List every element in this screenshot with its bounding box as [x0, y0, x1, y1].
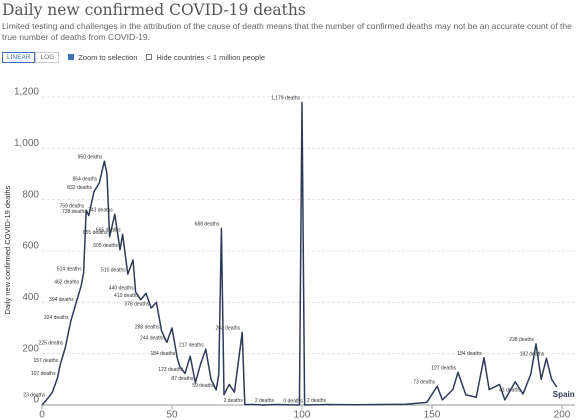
- data-label: 0 deaths: [283, 398, 303, 404]
- y-tick-label: 1,000: [14, 138, 39, 149]
- data-label: 182 deaths: [520, 352, 545, 358]
- data-label: 59 deaths: [192, 383, 214, 389]
- data-label: 43 deaths: [499, 387, 521, 393]
- x-tick-label: 150: [424, 410, 441, 420]
- data-label: 2 deaths: [307, 398, 327, 404]
- option[interactable]: Zoom to selection: [68, 53, 137, 62]
- data-label: 655 deaths: [83, 230, 108, 236]
- data-label: 324 deaths: [44, 315, 69, 321]
- data-label: 605 deaths: [93, 243, 118, 249]
- data-label: 225 deaths: [39, 341, 64, 347]
- data-label: 2 deaths: [255, 398, 275, 404]
- series-name: Spain: [553, 390, 575, 399]
- data-label: 184 deaths: [457, 351, 482, 357]
- data-label: 244 deaths: [140, 336, 165, 342]
- data-label: 123 deaths: [158, 367, 183, 373]
- data-label: 73 deaths: [413, 380, 435, 386]
- data-label: 378 deaths: [124, 301, 149, 307]
- data-label: 394 deaths: [49, 297, 74, 303]
- checkbox[interactable]: [146, 54, 153, 60]
- data-label: 514 deaths: [57, 266, 82, 272]
- data-label: 127 deaths: [431, 366, 456, 372]
- data-label: 23 deaths: [23, 392, 45, 398]
- data-label: 864 deaths: [72, 177, 97, 183]
- y-tick-label: 200: [22, 343, 39, 354]
- data-label: 217 deaths: [179, 343, 204, 349]
- x-tick-label: 100: [294, 410, 311, 420]
- x-tick-label: 200: [554, 410, 571, 420]
- data-label: 87 deaths: [171, 376, 193, 382]
- controls: LINEAR LOG Zoom to selection Hide countr…: [2, 50, 265, 64]
- y-tick-label: 600: [22, 241, 39, 252]
- x-tick-label: 0: [39, 410, 45, 420]
- y-tick-label: 400: [22, 292, 39, 303]
- data-label: 462 deaths: [54, 280, 79, 286]
- checkbox[interactable]: [68, 54, 75, 60]
- data-label: 688 deaths: [195, 222, 220, 228]
- scale-button[interactable]: LINEAR: [2, 51, 36, 63]
- y-tick-label: 1,200: [14, 87, 39, 98]
- option-label: Zoom to selection: [78, 52, 138, 62]
- data-label: 2 deaths: [224, 398, 244, 404]
- data-label: 157 deaths: [33, 358, 58, 364]
- data-label: 440 deaths: [109, 285, 134, 291]
- data-label: 759 deaths: [59, 204, 84, 210]
- chart-subtitle: Limited testing and challenges in the at…: [2, 21, 572, 42]
- series-line: [41, 101, 558, 406]
- option[interactable]: Hide countries < 1 million people: [146, 53, 265, 62]
- data-label: 1,179 deaths: [271, 96, 300, 102]
- data-label: 283 deaths: [215, 326, 240, 332]
- y-axis-label: Daily new confirmed COVID-19 deaths: [3, 185, 12, 314]
- data-label: 410 deaths: [114, 293, 139, 299]
- data-label: 288 deaths: [135, 324, 160, 330]
- data-label: 184 deaths: [150, 351, 175, 357]
- chart-title: Daily new confirmed COVID-19 deaths: [2, 1, 306, 19]
- x-tick-label: 50: [166, 410, 178, 420]
- option-label: Hide countries < 1 million people: [156, 52, 266, 62]
- data-label: 950 deaths: [78, 154, 103, 160]
- data-label: 738 deaths: [62, 209, 87, 215]
- data-label: 665 deaths: [96, 228, 121, 234]
- data-label: 107 deaths: [31, 371, 56, 377]
- y-tick-label: 800: [22, 189, 39, 200]
- data-label: 510 deaths: [101, 267, 126, 273]
- data-label: 832 deaths: [67, 185, 92, 191]
- data-label: 238 deaths: [509, 337, 534, 343]
- scale-button[interactable]: LOG: [35, 51, 60, 63]
- data-label: 743 deaths: [88, 208, 113, 214]
- y-tick-label: 0: [33, 395, 39, 406]
